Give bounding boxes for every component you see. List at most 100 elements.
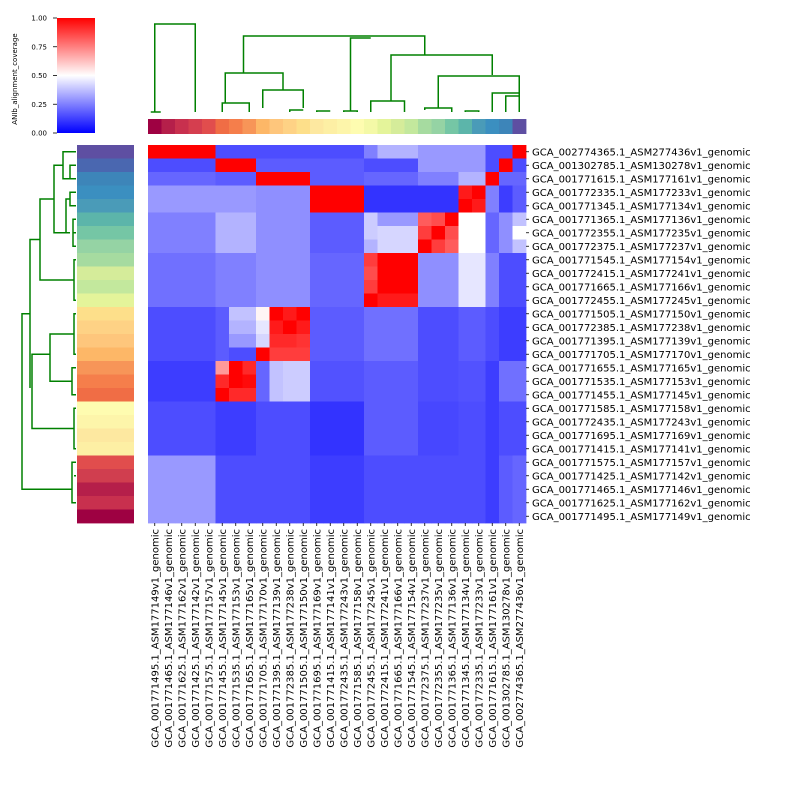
heatmap-cell: [472, 226, 486, 240]
heatmap-cell: [364, 482, 378, 497]
column-label: GCA_001771395.1_ASM177139v1_genomic: [272, 529, 283, 748]
heatmap-cell: [269, 455, 284, 470]
heatmap-cell: [188, 509, 203, 524]
heatmap-cell: [499, 361, 513, 375]
dendrogram-branch: [71, 367, 76, 396]
heatmap-cell: [458, 239, 473, 254]
heatmap-cell: [229, 455, 243, 470]
dendrogram-branch: [242, 35, 426, 73]
heatmap-cell: [242, 347, 257, 362]
heatmap-cell: [175, 266, 189, 281]
row-label: GCA_001772415.1_ASM177241v1_genomic: [532, 269, 751, 280]
heatmap-cell: [188, 293, 203, 308]
heatmap-cell: [215, 388, 230, 402]
heatmap-cell: [431, 469, 446, 483]
heatmap-cell: [215, 226, 230, 240]
heatmap-cell: [323, 388, 338, 402]
heatmap-cell: [296, 266, 311, 281]
heatmap-cell: [161, 415, 176, 429]
heatmap-cell: [472, 293, 486, 308]
heatmap-cell: [404, 280, 419, 294]
heatmap-cell: [445, 482, 459, 497]
heatmap-cell: [485, 266, 500, 281]
heatmap-cell: [364, 442, 378, 456]
heatmap-cell: [215, 172, 230, 186]
heatmap-cell: [485, 185, 500, 200]
heatmap-cell: [445, 320, 459, 335]
heatmap-cell: [310, 226, 324, 240]
heatmap-cell: [188, 415, 203, 429]
column-color-cell: [472, 119, 486, 134]
heatmap-cell: [188, 496, 203, 510]
heatmap-cell: [472, 158, 486, 173]
heatmap-cell: [512, 442, 527, 456]
heatmap-cell: [364, 401, 378, 416]
heatmap-cell: [377, 199, 392, 213]
heatmap-cell: [485, 374, 500, 389]
heatmap-cell: [404, 415, 419, 429]
heatmap-cell: [296, 334, 311, 348]
heatmap-cell: [148, 388, 162, 402]
heatmap-cell: [512, 361, 527, 375]
heatmap-cell: [377, 428, 392, 443]
heatmap-cell: [431, 145, 446, 159]
heatmap-cell: [161, 509, 176, 524]
heatmap-cell: [418, 482, 432, 497]
heatmap-cell: [310, 388, 324, 402]
heatmap-cell: [472, 239, 486, 254]
heatmap-cell: [431, 361, 446, 375]
heatmap-cell: [175, 509, 189, 524]
heatmap-cell: [256, 280, 270, 294]
heatmap-cell: [283, 266, 297, 281]
heatmap-cell: [418, 172, 432, 186]
heatmap-cell: [242, 415, 257, 429]
heatmap-cell: [418, 239, 432, 254]
heatmap-cell: [431, 212, 446, 227]
column-color-cell: [175, 119, 189, 134]
heatmap-cell: [148, 509, 162, 524]
heatmap-cell: [458, 266, 473, 281]
heatmap-cell: [418, 361, 432, 375]
heatmap-cell: [512, 428, 527, 443]
heatmap-cell: [472, 455, 486, 470]
heatmap-cell: [296, 226, 311, 240]
heatmap-cell: [215, 469, 230, 483]
heatmap-cell: [269, 415, 284, 429]
heatmap-cell: [337, 334, 351, 348]
heatmap-cell: [445, 388, 459, 402]
heatmap-cell: [229, 415, 243, 429]
heatmap-cell: [296, 158, 311, 173]
heatmap-cell: [256, 469, 270, 483]
heatmap-cell: [431, 199, 446, 213]
heatmap-cell: [310, 293, 324, 308]
heatmap-cell: [458, 509, 473, 524]
heatmap-cell: [404, 185, 419, 200]
heatmap-cell: [377, 239, 392, 254]
heatmap-cell: [431, 347, 446, 362]
heatmap-cell: [377, 253, 392, 267]
heatmap-cell: [202, 347, 216, 362]
heatmap-cell: [431, 280, 446, 294]
heatmap-cell: [229, 320, 243, 335]
column-color-cell: [512, 119, 527, 134]
heatmap-cell: [512, 496, 527, 510]
heatmap-cell: [242, 455, 257, 470]
column-label: GCA_001771415.1_ASM177141v1_genomic: [326, 529, 337, 748]
heatmap-cell: [458, 428, 473, 443]
colorbar-tick-label: 0.25: [31, 101, 47, 109]
heatmap-cell: [418, 145, 432, 159]
heatmap-cell: [485, 361, 500, 375]
heatmap-cell: [202, 199, 216, 213]
colorbar-tick-label: 0.00: [31, 130, 47, 138]
dendrogram-branch: [65, 198, 70, 233]
heatmap-cell: [296, 347, 311, 362]
heatmap-cell: [215, 320, 230, 335]
heatmap-cell: [512, 320, 527, 335]
heatmap-cell: [445, 455, 459, 470]
heatmap-cell: [364, 172, 378, 186]
heatmap-cell: [269, 482, 284, 497]
heatmap-cell: [269, 496, 284, 510]
heatmap-cell: [350, 428, 365, 443]
heatmap-cell: [458, 158, 473, 173]
dendrogram-branch: [424, 107, 453, 112]
